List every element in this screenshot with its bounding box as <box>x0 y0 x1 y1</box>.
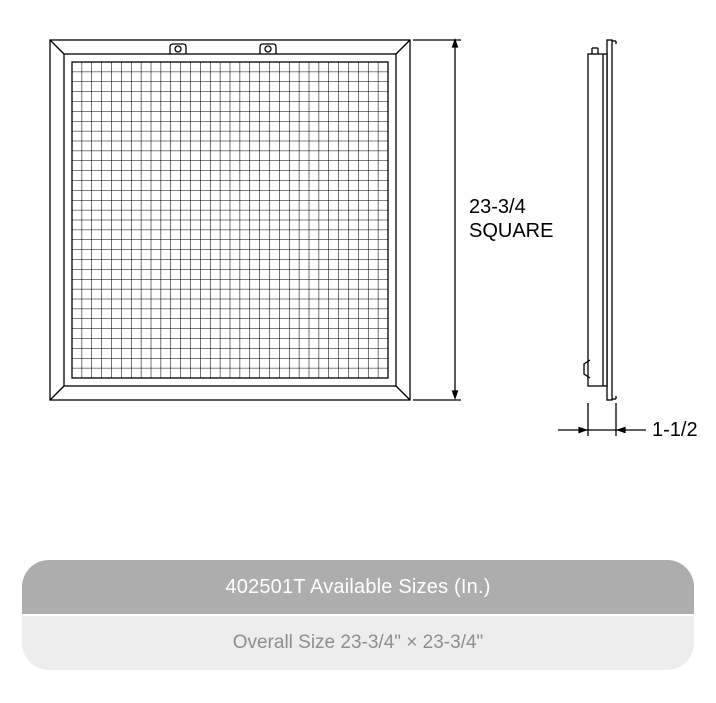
table-row-text: Overall Size 23-3/4" × 23-3/4" <box>233 632 484 654</box>
table-row: Overall Size 23-3/4" × 23-3/4" <box>22 616 694 670</box>
svg-text:23-3/4: 23-3/4 <box>469 196 526 218</box>
sizes-table: 402501T Available Sizes (In.) Overall Si… <box>22 560 694 670</box>
table-header-text: 402501T Available Sizes (In.) <box>225 576 490 599</box>
svg-text:1-1/2: 1-1/2 <box>652 419 698 441</box>
technical-drawing: 23-3/4SQUARE 1-1/2 <box>10 10 706 510</box>
svg-text:SQUARE: SQUARE <box>469 220 553 242</box>
table-header: 402501T Available Sizes (In.) <box>22 560 694 614</box>
drawing-svg: 23-3/4SQUARE 1-1/2 <box>10 10 706 510</box>
